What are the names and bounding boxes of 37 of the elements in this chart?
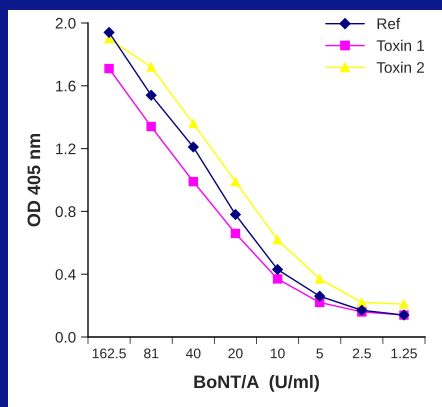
x-axis-title: BoNT/A (U/ml)	[194, 374, 319, 392]
x-tick-label: 1.25	[391, 348, 417, 358]
y-tick-label: 0.8	[56, 206, 76, 218]
point	[272, 234, 282, 244]
point	[230, 176, 240, 186]
y-axis-title: OD 405 nm	[27, 134, 40, 226]
point	[399, 299, 409, 309]
legend-label: Toxin 2	[376, 62, 424, 73]
point	[230, 209, 241, 220]
point	[188, 176, 198, 186]
y-tick-label: 1.6	[56, 80, 76, 92]
x-tick-label: 81	[144, 348, 158, 358]
point	[146, 62, 156, 72]
point	[272, 264, 283, 275]
point	[188, 118, 198, 128]
y-tick-label: 1.2	[56, 143, 76, 154]
y-tick-label: 0.4	[56, 269, 76, 280]
y-tick-label: 2.0	[56, 18, 76, 29]
x-tick-label: 10	[270, 348, 285, 358]
x-tick-label: 2.5	[352, 348, 371, 358]
y-tick-label: 0.0	[56, 332, 76, 343]
point	[272, 274, 282, 284]
legend-label: Ref	[378, 18, 400, 30]
point	[104, 64, 114, 74]
point	[104, 26, 114, 38]
x-tick-label: 40	[186, 348, 200, 358]
x-tick-label: 5	[316, 348, 323, 358]
x-tick-label: 20	[228, 348, 243, 358]
point	[146, 122, 156, 132]
point	[356, 304, 368, 316]
point	[314, 290, 326, 302]
point	[188, 142, 199, 152]
legend-label: Toxin 1	[376, 40, 424, 52]
point	[315, 274, 324, 284]
point	[230, 228, 240, 238]
x-tick-label: 162.5	[92, 348, 126, 358]
point	[146, 90, 157, 101]
